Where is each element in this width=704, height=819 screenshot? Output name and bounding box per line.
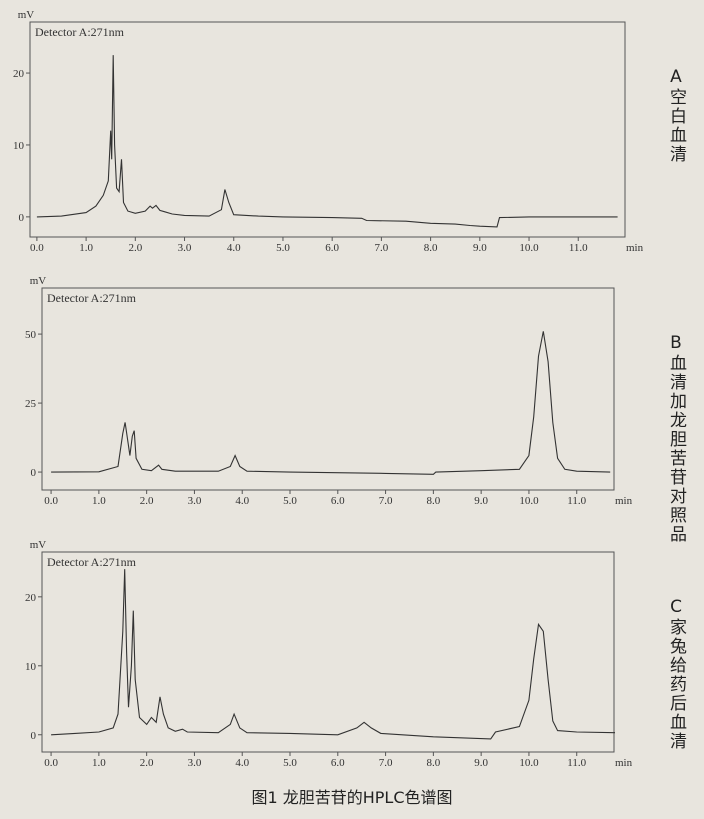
x-tick-label: 4.0	[235, 757, 249, 769]
x-tick-label: 10.0	[519, 495, 539, 507]
y-tick-label: 50	[25, 329, 37, 341]
x-tick-label: 6.0	[325, 242, 339, 254]
x-tick-label: 4.0	[227, 242, 241, 254]
x-tick-label: 0.0	[44, 757, 58, 769]
x-tick-label: 2.0	[128, 242, 142, 254]
plot-frame	[41, 287, 615, 491]
x-tick-label: 5.0	[283, 757, 297, 769]
y-tick-label: 20	[13, 68, 25, 80]
x-tick-label: 7.0	[379, 757, 393, 769]
x-tick-label: 5.0	[283, 495, 297, 507]
y-tick-label: 20	[25, 592, 37, 604]
panel-label: A	[670, 67, 682, 87]
x-tick-label: 10.0	[519, 242, 539, 254]
panel-label: B	[670, 333, 682, 353]
x-tick-label: 2.0	[140, 757, 154, 769]
x-axis-label: min	[615, 757, 633, 769]
x-tick-label: 0.0	[30, 242, 44, 254]
panel-label: C	[670, 597, 682, 617]
x-tick-label: 8.0	[426, 495, 440, 507]
detector-annotation: Detector A:271nm	[47, 291, 137, 305]
x-tick-label: 9.0	[474, 495, 488, 507]
x-tick-label: 3.0	[188, 757, 202, 769]
x-tick-label: 3.0	[178, 242, 192, 254]
y-tick-label: 10	[25, 661, 37, 673]
x-tick-label: 1.0	[92, 757, 106, 769]
x-tick-label: 3.0	[188, 495, 202, 507]
chromatogram-line	[36, 55, 618, 228]
x-tick-label: 9.0	[474, 757, 488, 769]
y-axis-label: mV	[18, 9, 35, 21]
x-tick-label: 1.0	[79, 242, 93, 254]
panel-title: 血清加龙胆苦苷对照品	[666, 354, 687, 544]
x-tick-label: 7.0	[375, 242, 389, 254]
x-tick-label: 6.0	[331, 757, 345, 769]
panel-title: 空白血清	[666, 88, 687, 164]
x-tick-label: 8.0	[426, 757, 440, 769]
plot-frame	[41, 551, 615, 753]
x-tick-label: 10.0	[519, 757, 539, 769]
x-tick-label: 11.0	[567, 757, 586, 769]
y-tick-label: 25	[25, 398, 37, 410]
x-tick-label: 1.0	[92, 495, 106, 507]
x-axis-label: min	[615, 495, 633, 507]
y-tick-label: 0	[19, 212, 25, 224]
x-tick-label: 6.0	[331, 495, 345, 507]
x-tick-label: 2.0	[140, 495, 154, 507]
detector-annotation: Detector A:271nm	[35, 25, 125, 39]
x-tick-label: 11.0	[567, 495, 586, 507]
y-tick-label: 0	[31, 467, 37, 479]
y-axis-label: mV	[30, 539, 47, 551]
y-tick-label: 0	[31, 730, 37, 742]
y-tick-label: 10	[13, 140, 25, 152]
x-tick-label: 4.0	[235, 495, 249, 507]
x-tick-label: 9.0	[473, 242, 487, 254]
y-axis-label: mV	[30, 275, 47, 287]
x-tick-label: 0.0	[44, 495, 58, 507]
chromatogram-line	[51, 331, 611, 475]
figure-caption: 图1 龙胆苦苷的HPLC色谱图	[251, 788, 452, 807]
panel-title: 家兔给药后血清	[666, 618, 687, 751]
x-tick-label: 11.0	[569, 242, 588, 254]
x-tick-label: 5.0	[276, 242, 290, 254]
x-tick-label: 8.0	[424, 242, 438, 254]
detector-annotation: Detector A:271nm	[47, 555, 137, 569]
plot-frame	[29, 21, 626, 238]
x-axis-label: min	[626, 242, 644, 254]
x-tick-label: 7.0	[379, 495, 393, 507]
chromatogram-line	[51, 569, 616, 740]
